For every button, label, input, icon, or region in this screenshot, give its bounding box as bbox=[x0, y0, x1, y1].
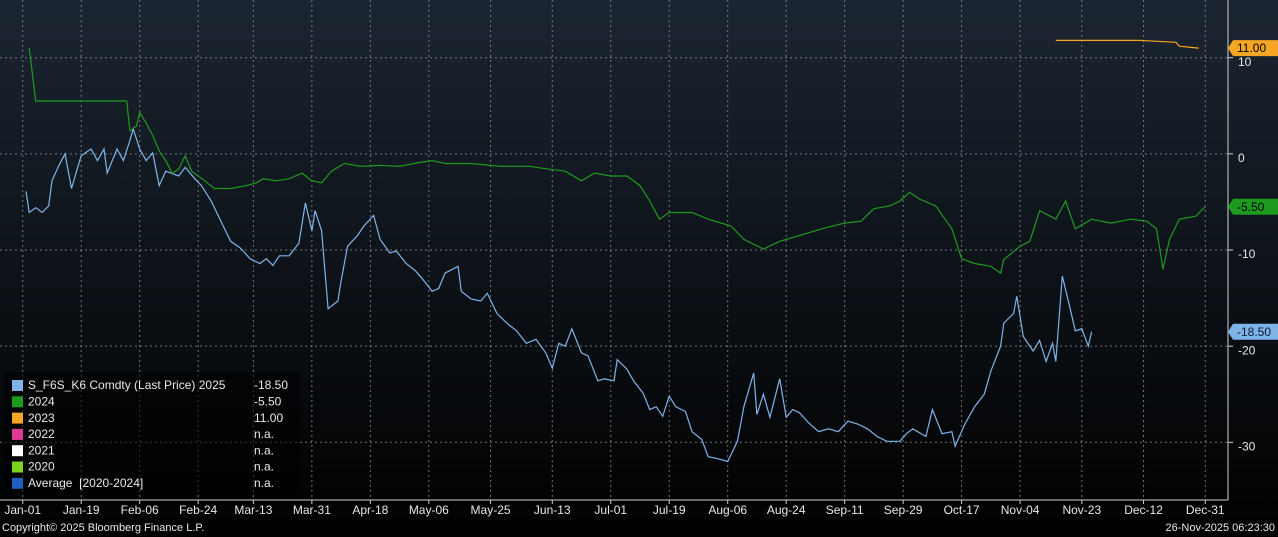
legend-label: 2024 bbox=[28, 394, 55, 408]
value-tag-label: -5.50 bbox=[1237, 200, 1265, 214]
value-tag-label: 11.00 bbox=[1237, 41, 1266, 55]
legend-value: -18.50 bbox=[254, 378, 288, 392]
x-tick-label: Nov-23 bbox=[1062, 503, 1101, 517]
value-tag bbox=[1228, 198, 1278, 215]
x-tick-label: Sep-29 bbox=[884, 503, 923, 517]
value-tag-label: -18.50 bbox=[1237, 325, 1271, 339]
timestamp: 26-Nov-2025 06:23:30 bbox=[1166, 522, 1275, 534]
x-tick-label: Aug-24 bbox=[767, 503, 806, 517]
x-tick-label: Dec-12 bbox=[1124, 503, 1163, 517]
x-tick-label: Oct-17 bbox=[944, 503, 980, 517]
y-tick-label: 10 bbox=[1238, 55, 1252, 69]
legend-label: 2022 bbox=[28, 427, 55, 441]
legend-swatch bbox=[12, 396, 23, 408]
legend-box bbox=[4, 372, 300, 494]
legend-label: S_F6S_K6 Comdty (Last Price) 2025 bbox=[28, 378, 226, 392]
series-line bbox=[25, 126, 1093, 463]
x-tick-label: Feb-06 bbox=[121, 503, 159, 517]
legend-label: 2021 bbox=[28, 443, 55, 457]
x-tick-label: Jan-19 bbox=[63, 503, 100, 517]
series-line bbox=[1055, 39, 1199, 49]
x-tick-label: Jul-01 bbox=[594, 503, 627, 517]
x-tick-label: Feb-24 bbox=[179, 503, 217, 517]
y-tick-label: 0 bbox=[1238, 151, 1245, 165]
x-tick-label: Dec-31 bbox=[1186, 503, 1225, 517]
x-tick-label: Nov-04 bbox=[1001, 503, 1040, 517]
legend-value: n.a. bbox=[254, 476, 274, 490]
legend: S_F6S_K6 Comdty (Last Price) 2025 -18.50 2… bbox=[12, 378, 288, 490]
grid bbox=[0, 0, 1228, 500]
x-tick-label: Jan-01 bbox=[4, 503, 41, 517]
value-tag bbox=[1228, 40, 1278, 57]
x-tick-label: Mar-13 bbox=[234, 503, 272, 517]
x-tick-label: May-06 bbox=[409, 503, 449, 517]
legend-label: 2023 bbox=[28, 411, 55, 425]
legend-swatch bbox=[12, 445, 23, 457]
copyright: Copyright© 2025 Bloomberg Finance L.P. bbox=[2, 522, 204, 534]
value-tag bbox=[1228, 323, 1278, 340]
legend-swatch bbox=[12, 428, 23, 440]
x-tick-label: Sep-11 bbox=[826, 503, 864, 517]
legend-swatch bbox=[12, 380, 23, 391]
series-line bbox=[28, 48, 1206, 275]
y-tick-label: -20 bbox=[1238, 343, 1256, 357]
legend-label: 2020 bbox=[28, 460, 55, 474]
x-tick-label: May-25 bbox=[471, 503, 511, 517]
legend-value: n.a. bbox=[254, 443, 274, 457]
legend-value: -5.50 bbox=[254, 394, 282, 408]
legend-swatch bbox=[12, 412, 23, 424]
legend-label: Average [2020-2024] bbox=[28, 476, 143, 490]
axis-labels: Jan-01 Jan-19 Feb-06 Feb-24 Mar-13 Mar-31 Apr-… bbox=[4, 40, 1278, 517]
x-tick-label: Mar-31 bbox=[293, 503, 331, 517]
y-tick-label: -30 bbox=[1238, 439, 1256, 453]
x-tick-label: Apr-18 bbox=[352, 503, 388, 517]
y-tick-label: -10 bbox=[1238, 247, 1256, 261]
legend-swatch bbox=[12, 461, 23, 473]
lines bbox=[25, 39, 1206, 463]
x-tick-label: Aug-06 bbox=[708, 503, 747, 517]
legend-value: n.a. bbox=[254, 460, 274, 474]
legend-value: n.a. bbox=[254, 427, 274, 441]
x-tick-label: Jun-13 bbox=[534, 503, 571, 517]
legend-value: 11.00 bbox=[254, 411, 283, 425]
x-tick-label: Jul-19 bbox=[653, 503, 686, 517]
legend-swatch bbox=[12, 477, 23, 489]
